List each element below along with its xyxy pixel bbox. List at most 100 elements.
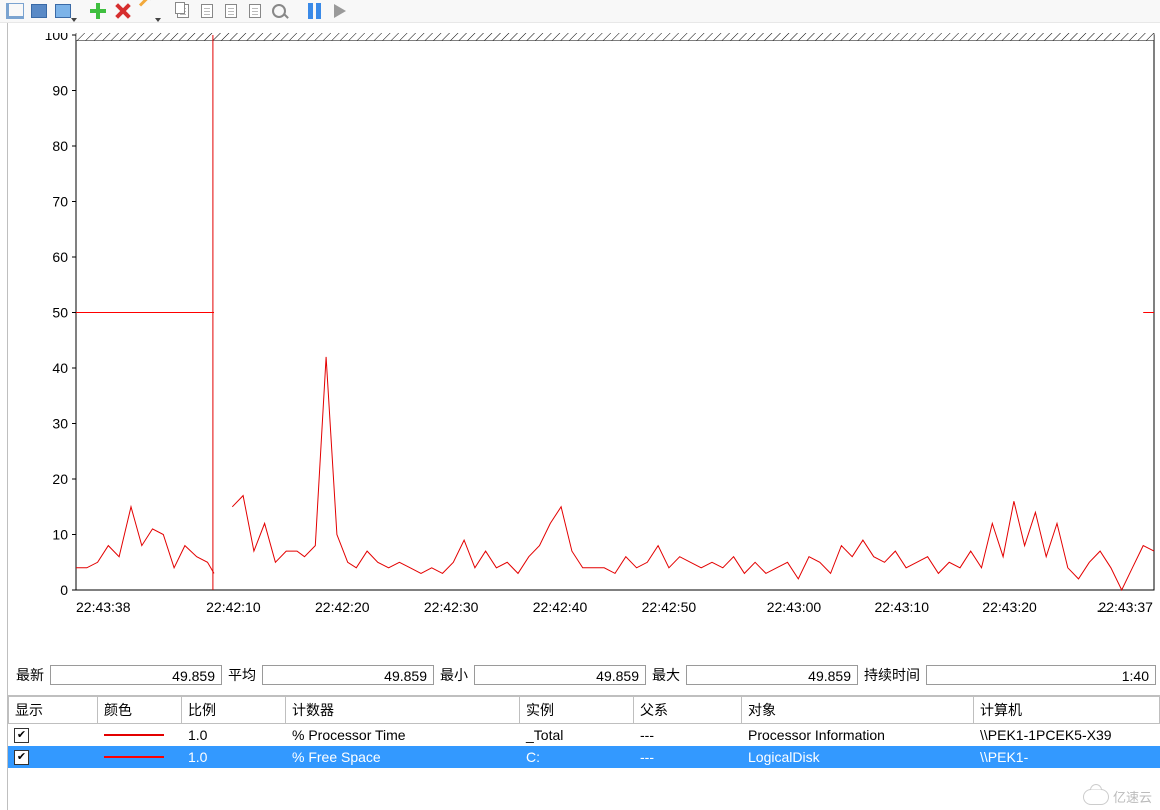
play-icon	[334, 4, 346, 18]
cell-computer: \\PEK1-	[974, 746, 1160, 768]
stats-row: 最新 49.859 平均 49.859 最小 49.859 最大 49.859 …	[8, 655, 1160, 695]
color-swatch	[104, 756, 164, 758]
xtick-label: 22:42:20	[315, 599, 370, 615]
chart-area[interactable]: 010203040506070809010022:43:3822:42:1022…	[8, 23, 1160, 655]
chart-icon	[6, 3, 24, 19]
doc3-button[interactable]	[244, 1, 266, 21]
value-latest: 49.859	[50, 665, 222, 685]
ytick-label: 10	[52, 527, 68, 543]
label-min: 最小	[440, 665, 468, 685]
box-icon	[31, 4, 47, 18]
xtick-label: 22:42:50	[642, 599, 697, 615]
copy-icon	[177, 4, 189, 18]
doc2-icon	[225, 4, 237, 18]
cell-instance: _Total	[520, 724, 634, 746]
chart-svg: 010203040506070809010022:43:3822:42:1022…	[8, 33, 1158, 645]
ytick-label: 40	[52, 360, 68, 376]
column-header-parent[interactable]: 父系	[634, 696, 742, 724]
doc3-icon	[249, 4, 261, 18]
cell-color	[98, 724, 182, 746]
xtick-label: 22:43:20	[982, 599, 1037, 615]
ytick-label: 0	[60, 582, 68, 598]
color-swatch	[104, 734, 164, 736]
add-button[interactable]	[88, 1, 110, 21]
copy-button[interactable]	[172, 1, 194, 21]
cell-parent: ---	[634, 724, 742, 746]
box2-button[interactable]	[52, 1, 74, 21]
toolbar	[0, 0, 1160, 23]
cell-object: Processor Information	[742, 724, 974, 746]
label-latest: 最新	[16, 665, 44, 685]
hatch-band	[76, 33, 1154, 41]
ytick-label: 60	[52, 249, 68, 265]
ytick-label: 90	[52, 83, 68, 99]
show-checkbox[interactable]: ✔	[14, 728, 29, 743]
value-max: 49.859	[686, 665, 858, 685]
xtick-label: 22:42:40	[533, 599, 588, 615]
cell-show: ✔	[8, 724, 98, 746]
cell-instance: C:	[520, 746, 634, 768]
value-average: 49.859	[262, 665, 434, 685]
freeze-button[interactable]	[304, 1, 326, 21]
column-header-counter[interactable]: 计数器	[286, 696, 520, 724]
cell-show: ✔	[8, 746, 98, 768]
label-max: 最大	[652, 665, 680, 685]
value-duration: 1:40	[926, 665, 1156, 685]
cell-parent: ---	[634, 746, 742, 768]
label-duration: 持续时间	[864, 665, 920, 685]
magnify-icon	[272, 4, 286, 18]
pause-icon	[304, 1, 326, 21]
update-button[interactable]	[328, 1, 350, 21]
table-header: 显示颜色比例计数器实例父系对象计算机	[8, 696, 1160, 724]
column-header-show[interactable]: 显示	[8, 696, 98, 724]
dropdown2-icon	[155, 18, 161, 22]
pencil-icon	[139, 0, 150, 7]
view-button[interactable]	[4, 1, 26, 21]
ytick-label: 30	[52, 416, 68, 432]
value-min: 49.859	[474, 665, 646, 685]
ytick-label: 80	[52, 138, 68, 154]
ytick-label: 70	[52, 194, 68, 210]
cross-icon	[112, 1, 134, 21]
doc1-icon	[201, 4, 213, 18]
show-checkbox[interactable]: ✔	[14, 750, 29, 765]
splitter[interactable]	[0, 23, 8, 810]
xtick-label: 22:42:30	[424, 599, 479, 615]
xtick-label: 22:42:10	[206, 599, 261, 615]
column-header-scale[interactable]: 比例	[182, 696, 286, 724]
xtick-label: 22:43:00	[767, 599, 822, 615]
table-body: ✔1.0% Processor Time_Total---Processor I…	[8, 724, 1160, 768]
ytick-label: 20	[52, 471, 68, 487]
cell-object: LogicalDisk	[742, 746, 974, 768]
counter-table: 显示颜色比例计数器实例父系对象计算机 ✔1.0% Processor Time_…	[8, 695, 1160, 768]
box1-button[interactable]	[28, 1, 50, 21]
props-button[interactable]	[220, 1, 242, 21]
xtick-label: 22:43:37	[1098, 599, 1153, 615]
cell-color	[98, 746, 182, 768]
workspace: 010203040506070809010022:43:3822:42:1022…	[0, 23, 1160, 810]
column-header-color[interactable]: 颜色	[98, 696, 182, 724]
table-row[interactable]: ✔1.0% Processor Time_Total---Processor I…	[8, 724, 1160, 746]
cell-computer: \\PEK1-1PCEK5-X39	[974, 724, 1160, 746]
cell-counter: % Free Space	[286, 746, 520, 768]
column-header-object[interactable]: 对象	[742, 696, 974, 724]
box2-icon	[55, 4, 71, 18]
main-panel: 010203040506070809010022:43:3822:42:1022…	[8, 23, 1160, 810]
cell-scale: 1.0	[182, 746, 286, 768]
xtick-label: 22:43:38	[76, 599, 131, 615]
perfmon-window: 010203040506070809010022:43:3822:42:1022…	[0, 0, 1160, 810]
column-header-computer[interactable]: 计算机	[974, 696, 1160, 724]
dropdown-icon	[71, 18, 77, 22]
column-header-instance[interactable]: 实例	[520, 696, 634, 724]
xtick-label: 22:43:10	[874, 599, 929, 615]
plot-frame	[76, 35, 1154, 590]
cell-scale: 1.0	[182, 724, 286, 746]
ytick-label: 100	[45, 33, 69, 43]
label-average: 平均	[228, 665, 256, 685]
highlight-button[interactable]	[136, 1, 158, 21]
paste-button[interactable]	[196, 1, 218, 21]
zoom-button[interactable]	[268, 1, 290, 21]
remove-button[interactable]	[112, 1, 134, 21]
plus-icon	[88, 1, 110, 21]
table-row[interactable]: ✔ 1.0% Free SpaceC:---LogicalDisk\\PEK1-	[8, 746, 1160, 768]
